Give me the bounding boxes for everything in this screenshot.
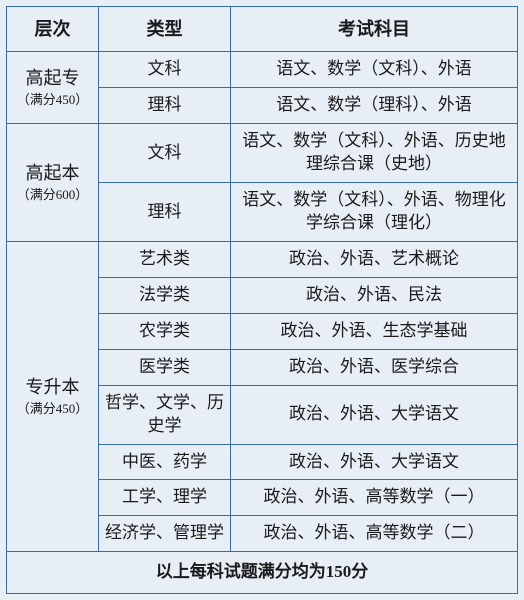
subjects-cell: 政治、外语、高等数学（一） [231, 480, 518, 516]
subjects-cell: 语文、数学（文科）、外语、物理化学综合课（理化） [231, 183, 518, 242]
type-cell: 文科 [99, 124, 231, 183]
subjects-cell: 政治、外语、大学语文 [231, 385, 518, 444]
level-note: （满分450） [11, 400, 94, 418]
table-footer-row: 以上每科试题满分均为150分 [7, 552, 518, 594]
type-cell: 中医、药学 [99, 444, 231, 480]
subjects-cell: 政治、外语、民法 [231, 277, 518, 313]
type-cell: 工学、理学 [99, 480, 231, 516]
subjects-cell: 政治、外语、生态学基础 [231, 313, 518, 349]
type-cell: 理科 [99, 183, 231, 242]
level-note: （满分450） [11, 91, 94, 109]
footer-note: 以上每科试题满分均为150分 [7, 552, 518, 594]
header-level: 层次 [7, 7, 99, 52]
subjects-cell: 政治、外语、高等数学（二） [231, 516, 518, 552]
table-row: 专升本 （满分450） 艺术类 政治、外语、艺术概论 [7, 241, 518, 277]
level-cell-zsb: 专升本 （满分450） [7, 241, 99, 551]
table-row: 高起本 （满分600） 文科 语文、数学（文科）、外语、历史地理综合课（史地） [7, 124, 518, 183]
level-cell-gqb: 高起本 （满分600） [7, 124, 99, 242]
level-name: 专升本 [26, 377, 80, 397]
level-name: 高起专 [26, 68, 80, 88]
header-type: 类型 [99, 7, 231, 52]
subjects-cell: 政治、外语、医学综合 [231, 349, 518, 385]
type-cell: 医学类 [99, 349, 231, 385]
subjects-cell: 语文、数学（理科）、外语 [231, 88, 518, 124]
type-cell: 文科 [99, 52, 231, 88]
level-name: 高起本 [26, 163, 80, 183]
type-cell: 法学类 [99, 277, 231, 313]
exam-subjects-table: 层次 类型 考试科目 高起专 （满分450） 文科 语文、数学（文科）、外语 理… [6, 6, 518, 594]
type-cell: 理科 [99, 88, 231, 124]
type-cell: 哲学、文学、历史学 [99, 385, 231, 444]
level-note: （满分600） [11, 186, 94, 204]
table-container: 层次 类型 考试科目 高起专 （满分450） 文科 语文、数学（文科）、外语 理… [0, 0, 524, 600]
subjects-cell: 政治、外语、艺术概论 [231, 241, 518, 277]
subjects-cell: 语文、数学（文科）、外语、历史地理综合课（史地） [231, 124, 518, 183]
level-cell-gqz: 高起专 （满分450） [7, 52, 99, 124]
table-header-row: 层次 类型 考试科目 [7, 7, 518, 52]
subjects-cell: 政治、外语、大学语文 [231, 444, 518, 480]
type-cell: 艺术类 [99, 241, 231, 277]
type-cell: 农学类 [99, 313, 231, 349]
subjects-cell: 语文、数学（文科）、外语 [231, 52, 518, 88]
type-cell: 经济学、管理学 [99, 516, 231, 552]
header-subjects: 考试科目 [231, 7, 518, 52]
table-row: 高起专 （满分450） 文科 语文、数学（文科）、外语 [7, 52, 518, 88]
